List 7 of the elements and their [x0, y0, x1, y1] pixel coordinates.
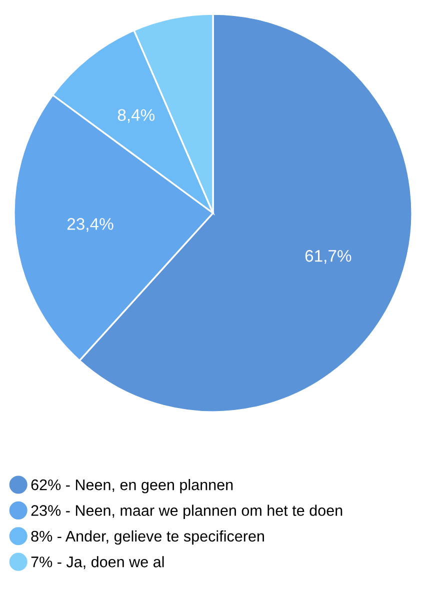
legend-label: 7% - Ja, doen we al — [31, 556, 164, 570]
data-label: 23,4% — [67, 218, 114, 232]
data-label: 61,7% — [305, 250, 352, 264]
data-label: 8,4% — [118, 109, 155, 123]
legend-label: 62% - Neen, en geen plannen — [31, 479, 233, 494]
legend-label: 23% - Neen, maar we plannen om het te doen — [31, 504, 342, 519]
legend-label: 8% - Ander, gelieve te specificeren — [31, 530, 264, 545]
